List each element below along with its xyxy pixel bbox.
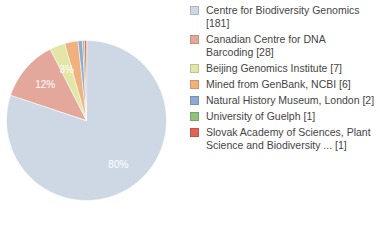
html-text:Beijing Genomics Institute [7]: Beijing Genomics Institute [7]: [206, 62, 342, 74]
html-text:Canadian Centre for DNA Barcod: Canadian Centre for DNA Barcoding [28]: [206, 33, 326, 58]
html-text:Slovak Academy of Sciences, Pl: Slovak Academy of Sciences, Plant Scienc…: [206, 126, 371, 151]
svg-text:80%: 80%: [108, 159, 128, 170]
svg-text:12%: 12%: [35, 79, 55, 90]
html-text:University of Guelph [1]: University of Guelph [1]: [206, 110, 316, 122]
html-text:Natural History Museum, London: Natural History Museum, London [2]: [206, 94, 375, 106]
svg-text:3%: 3%: [59, 64, 74, 75]
html-text:Centre for Biodiversity Genomi: Centre for Biodiversity Genomics [181]: [206, 4, 360, 29]
html-text:Mined from GenBank, NCBI [6]: Mined from GenBank, NCBI [6]: [206, 78, 351, 90]
